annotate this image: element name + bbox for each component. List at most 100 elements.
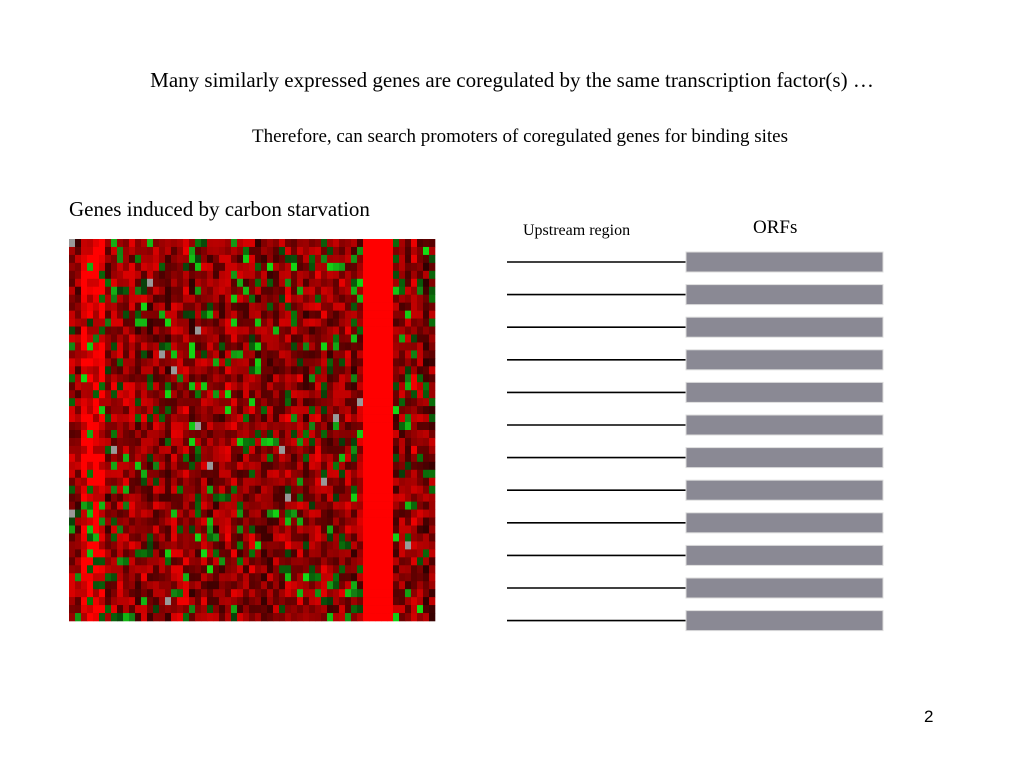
heatmap-cell (153, 573, 160, 582)
heatmap-cell (327, 406, 334, 415)
heatmap-cell (309, 557, 316, 566)
heatmap-cell (429, 302, 436, 311)
heatmap-cell (117, 350, 124, 359)
heatmap-cell (129, 501, 136, 510)
heatmap-cell (213, 286, 220, 296)
heatmap-cell (285, 501, 292, 510)
heatmap-cell (93, 239, 100, 248)
heatmap-cell (177, 445, 184, 455)
heatmap-cell (159, 326, 166, 335)
heatmap-cell (387, 254, 394, 264)
heatmap-cell (261, 477, 268, 487)
heatmap-cell (123, 589, 130, 598)
heatmap-cell (327, 334, 334, 343)
heatmap-cell (267, 246, 274, 256)
heatmap-cell (345, 350, 352, 359)
heatmap-cell (153, 398, 160, 407)
heatmap-cell (255, 406, 262, 415)
heatmap-cell (117, 239, 124, 248)
heatmap-cell (207, 525, 214, 534)
heatmap-cell (159, 605, 166, 614)
heatmap-cell (177, 334, 184, 343)
heatmap-cell (219, 382, 226, 391)
heatmap-cell (291, 461, 298, 471)
heatmap-cell (123, 254, 130, 264)
heatmap-cell (123, 278, 130, 288)
heatmap-cell (309, 549, 316, 558)
heatmap-cell (357, 517, 364, 526)
orf-bar (685, 349, 884, 371)
heatmap-cell (363, 318, 370, 327)
heatmap-cell (165, 430, 172, 439)
heatmap-cell (363, 414, 370, 423)
heatmap-cell (309, 461, 316, 471)
heatmap-cell (369, 517, 376, 526)
heatmap-cell (69, 565, 76, 574)
heatmap-cell (75, 589, 82, 598)
heatmap-cell (375, 565, 382, 574)
heatmap-cell (423, 246, 430, 256)
heatmap-cell (99, 430, 106, 439)
heatmap-cell (105, 318, 112, 327)
heatmap-cell (195, 533, 202, 542)
heatmap-cell (201, 374, 208, 383)
heatmap-cell (69, 453, 76, 463)
heatmap-cell (249, 461, 256, 471)
heatmap-cell (303, 453, 310, 463)
heatmap-cell (183, 422, 190, 431)
heatmap-cell (69, 461, 76, 471)
heatmap-cell (207, 398, 214, 407)
heatmap-cell (75, 262, 82, 272)
heatmap-cell (213, 485, 220, 494)
heatmap-cell (99, 286, 106, 296)
heatmap-cell (375, 525, 382, 534)
heatmap-cell (309, 239, 316, 248)
heatmap-cell (213, 533, 220, 542)
heatmap-cell (105, 374, 112, 383)
heatmap-cell (321, 406, 328, 415)
heatmap-cell (291, 549, 298, 558)
heatmap-cell (195, 406, 202, 415)
heatmap-cell (327, 549, 334, 558)
heatmap-cell (303, 477, 310, 487)
heatmap-cell (333, 453, 340, 463)
heatmap-cell (147, 549, 154, 558)
heatmap-cell (369, 525, 376, 534)
heatmap-cell (153, 445, 160, 455)
heatmap-cell (195, 453, 202, 463)
heatmap-cell (345, 557, 352, 566)
heatmap-cell (375, 414, 382, 423)
heatmap-cell (237, 533, 244, 542)
heatmap-cell (381, 262, 388, 272)
heatmap-cell (393, 398, 400, 407)
heatmap-cell (135, 318, 142, 327)
heatmap-cell (255, 597, 262, 606)
orf-bar (685, 284, 884, 306)
heatmap-cell (237, 406, 244, 415)
heatmap-cell (387, 358, 394, 367)
heatmap-cell (309, 374, 316, 383)
heatmap-cell (153, 239, 160, 248)
heatmap-cell (159, 286, 166, 296)
heatmap-cell (411, 406, 418, 415)
heatmap-cell (291, 318, 298, 327)
heatmap-cell (195, 565, 202, 574)
heatmap-cell (117, 286, 124, 296)
heatmap-cell (291, 246, 298, 256)
heatmap-cell (273, 533, 280, 542)
heatmap-cell (243, 605, 250, 614)
heatmap-cell (405, 406, 412, 415)
heatmap-cell (141, 286, 148, 296)
heatmap-cell (225, 246, 232, 256)
heatmap-cell (369, 501, 376, 510)
heatmap-cell (273, 414, 280, 423)
heatmap-cell (189, 358, 196, 367)
heatmap-cell (159, 477, 166, 487)
heatmap-cell (351, 350, 358, 359)
heatmap-cell (321, 445, 328, 455)
heatmap-cell (261, 461, 268, 471)
heatmap-cell (321, 573, 328, 582)
heatmap-cell (399, 406, 406, 415)
heatmap-cell (261, 382, 268, 391)
heatmap-cell (129, 350, 136, 359)
